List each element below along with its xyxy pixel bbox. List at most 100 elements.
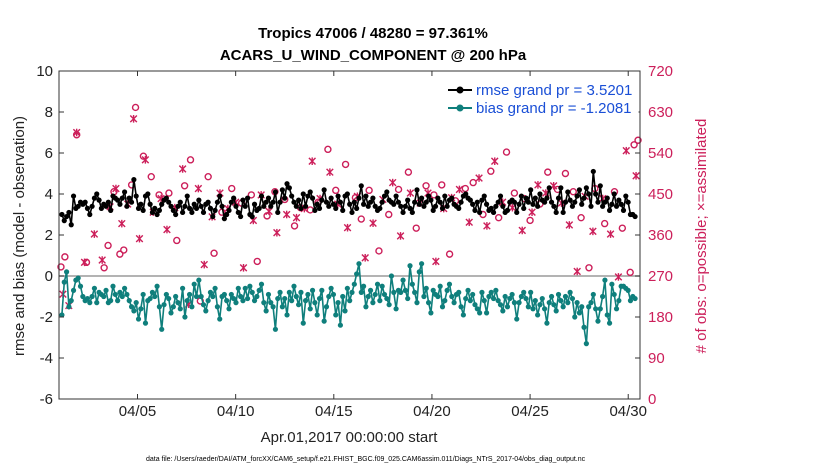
rmse-point [470, 202, 475, 207]
bias-point [356, 261, 361, 266]
bias-point [593, 306, 598, 311]
bias-point [192, 282, 197, 287]
rmse-point [572, 200, 577, 205]
bias-point [551, 302, 556, 307]
bias-point [470, 292, 475, 297]
y2-tick-label: 450 [648, 186, 673, 203]
rmse-point [595, 200, 600, 205]
rmse-point [243, 204, 248, 209]
bias-point [421, 294, 426, 299]
bias-point [484, 310, 489, 315]
bias-point [600, 294, 605, 299]
plot-area [59, 71, 640, 399]
bias-point [185, 298, 190, 303]
bias-point [609, 282, 614, 287]
y-tick-label: -2 [40, 309, 53, 326]
y2-tick-label: 180 [648, 309, 673, 326]
bias-point [154, 284, 159, 289]
y2-tick-label: 630 [648, 104, 673, 121]
rmse-point [370, 196, 375, 201]
bias-point [108, 298, 113, 303]
bias-point [405, 296, 410, 301]
bias-point [329, 286, 334, 291]
bias-point [440, 304, 445, 309]
bias-point [275, 296, 280, 301]
bias-point [113, 292, 118, 297]
bias-point [168, 310, 173, 315]
bias-point [535, 312, 540, 317]
bias-point [226, 306, 231, 311]
bias-point [572, 314, 577, 319]
bias-point [291, 284, 296, 289]
y2-tick-label: 720 [648, 63, 673, 80]
bias-point [124, 292, 129, 297]
rmse-point [598, 183, 603, 188]
rmse-point [185, 193, 190, 198]
rmse-point [449, 196, 454, 201]
rmse-point [219, 204, 224, 209]
rmse-point [208, 206, 213, 211]
rmse-point [294, 204, 299, 209]
chart-title-line2: ACARS_U_WIND_COMPONENT @ 200 hPa [220, 47, 527, 64]
bias-point [398, 290, 403, 295]
x-tick-label: 04/30 [609, 403, 647, 420]
bias-point [203, 308, 208, 313]
rmse-point [440, 206, 445, 211]
bias-point [581, 325, 586, 330]
rmse-point [277, 200, 282, 205]
bias-point [384, 296, 389, 301]
bias-point [322, 319, 327, 324]
bias-point [222, 292, 227, 297]
bias-point [199, 294, 204, 299]
bias-point [175, 300, 180, 305]
rmse-point [614, 204, 619, 209]
bias-point [173, 294, 178, 299]
y-tick-label: 8 [45, 104, 53, 121]
rmse-point [287, 185, 292, 190]
rmse-point [593, 191, 598, 196]
bias-point [393, 306, 398, 311]
bias-point [236, 286, 241, 291]
bias-point [312, 300, 317, 305]
rmse-point [563, 200, 568, 205]
bias-point [547, 300, 552, 305]
bias-point [254, 294, 259, 299]
bias-point [134, 300, 139, 305]
bias-point [87, 300, 92, 305]
bias-point [605, 312, 610, 317]
bias-point [556, 292, 561, 297]
bias-point [447, 282, 452, 287]
bias-point [259, 282, 264, 287]
rmse-point [238, 214, 243, 219]
rmse-point [71, 193, 76, 198]
bias-point [257, 288, 262, 293]
bias-point [626, 288, 631, 293]
rmse-point [568, 198, 573, 203]
rmse-point [579, 202, 584, 207]
rmse-point [414, 187, 419, 192]
bias-point [568, 290, 573, 295]
rmse-point [122, 189, 127, 194]
bias-point [122, 286, 127, 291]
y2-tick-label: 270 [648, 268, 673, 285]
rmse-point [544, 196, 549, 201]
rmse-point [312, 208, 317, 213]
rmse-point [400, 210, 405, 215]
rmse-point [586, 191, 591, 196]
bias-point [537, 302, 542, 307]
bias-point [549, 294, 554, 299]
rmse-point [516, 202, 521, 207]
y2-tick-label: 540 [648, 145, 673, 162]
bias-point [196, 278, 201, 283]
rmse-point [252, 202, 257, 207]
bias-point [201, 302, 206, 307]
bias-point [419, 261, 424, 266]
bias-point [335, 300, 340, 305]
y2-axis-label: # of obs: o=possible; ×=assimilated [693, 119, 710, 354]
bias-point [461, 312, 466, 317]
rmse-point [581, 196, 586, 201]
bias-point [310, 288, 315, 293]
bias-point [233, 300, 238, 305]
rmse-point [173, 212, 178, 217]
bias-point [282, 296, 287, 301]
